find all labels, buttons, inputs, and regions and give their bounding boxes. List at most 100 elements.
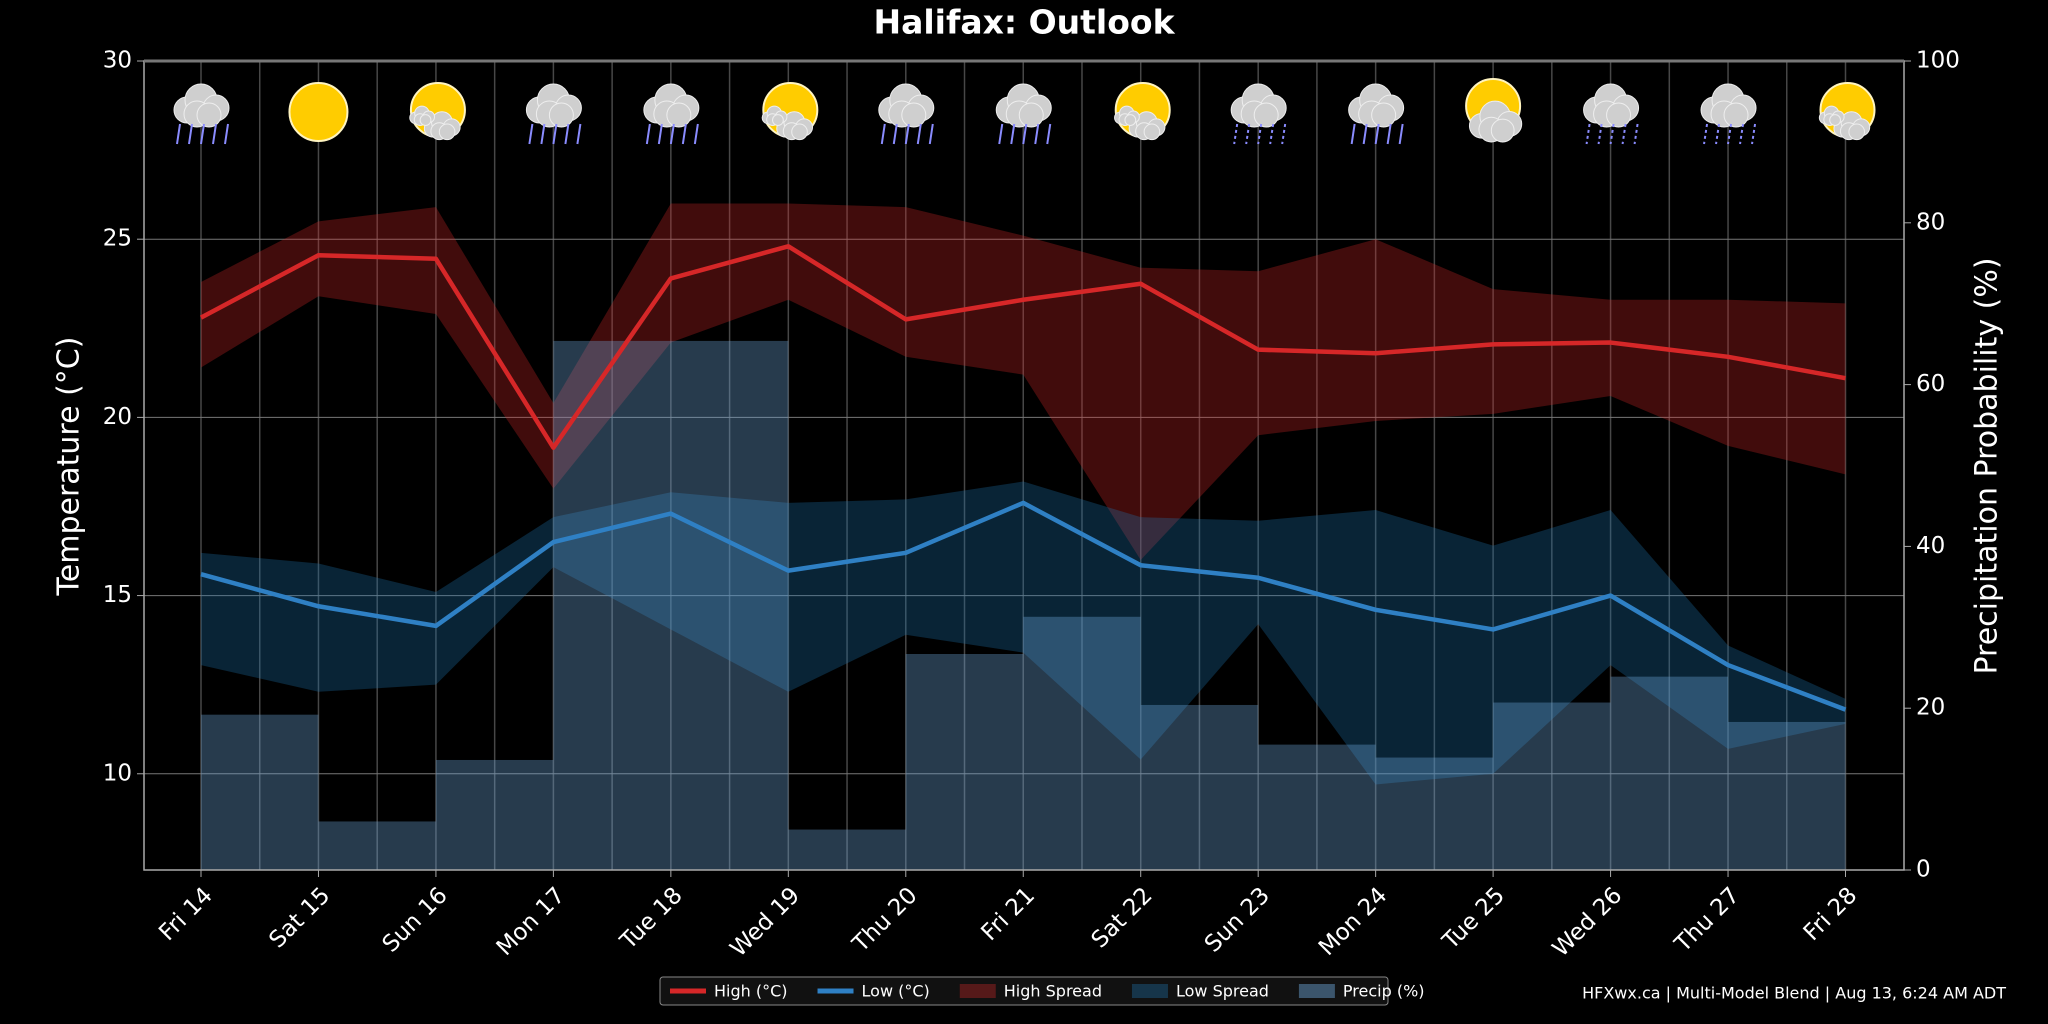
precip-bar [1140, 704, 1259, 870]
weather-icon [1465, 78, 1523, 143]
legend-swatch [1298, 984, 1335, 998]
weather-icon [525, 83, 582, 145]
icon-cloud [1606, 102, 1632, 128]
legend-label: Low Spread [1176, 982, 1269, 1001]
weather-icon [995, 83, 1052, 145]
weather-icon [643, 83, 700, 145]
weather-icon [1818, 82, 1876, 141]
precip-bar [1728, 721, 1846, 870]
legend-label: High (°C) [714, 982, 788, 1001]
weather-icon [288, 82, 349, 142]
weather-icon [1230, 83, 1287, 145]
icon-rain [1386, 123, 1392, 145]
precip-bar [435, 759, 554, 870]
legend-label: Precip (%) [1343, 982, 1425, 1001]
legend-swatch [1131, 984, 1168, 998]
icon-cloud [548, 102, 574, 128]
y-tick-label: 20 [103, 404, 132, 430]
temp-line [200, 500, 1847, 712]
spread-band [201, 481, 1846, 785]
icon-cloud [419, 114, 432, 126]
icon-rain [224, 123, 229, 145]
icon-rain [916, 123, 922, 145]
precip-bar [905, 653, 1024, 870]
icon-cloud [666, 102, 692, 128]
icon-rain [176, 123, 181, 145]
icon-rain [200, 123, 205, 145]
icon-rain [212, 123, 217, 145]
weather-icon [173, 83, 230, 145]
icon-cloud [1848, 123, 1865, 141]
precip-bar [1258, 744, 1376, 870]
y2-axis-title: Precipitation Probability (%) [1970, 257, 2005, 674]
icon-cloud [196, 102, 222, 128]
precip-bar [1610, 676, 1729, 870]
legend-swatch [959, 984, 996, 998]
icon-rain [1398, 123, 1404, 145]
icon-rain [657, 123, 663, 145]
precip-bar [201, 714, 319, 870]
icon-rain [1022, 123, 1028, 145]
icon-rain [904, 123, 910, 145]
weather-icon [409, 82, 466, 141]
legend: High (°C) Low (°C) High Spread Low Spread Pr… [659, 976, 1425, 1006]
temp-line [199, 244, 1846, 450]
icon-rain [564, 123, 570, 145]
icon-rain [681, 123, 687, 145]
y2-tick-label: 80 [1916, 209, 1945, 235]
legend-label: High Spread [1004, 982, 1102, 1001]
icon-rain [540, 123, 546, 145]
y2-tick-label: 60 [1916, 371, 1945, 397]
icon-cloud [438, 123, 456, 141]
y2-tick-label: 100 [1916, 48, 1960, 74]
icon-rain [1350, 123, 1356, 145]
icon-cloud [901, 102, 927, 128]
icon-cloud [1490, 118, 1515, 143]
y-tick-label: 25 [103, 226, 132, 252]
icon-rain [645, 123, 651, 145]
icon-cloud [1723, 102, 1749, 128]
precip-bar [670, 340, 789, 870]
icon-rain [928, 123, 934, 145]
icon-rain [576, 123, 582, 145]
icon-rain [1362, 123, 1368, 145]
legend-box [659, 976, 1389, 1006]
icon-cloud [1371, 102, 1397, 128]
y-axis-title: Temperature (°C) [52, 337, 87, 597]
y2-tick-label: 0 [1916, 857, 1931, 883]
weather-icon [1700, 83, 1757, 145]
y-tick-label: 10 [103, 760, 132, 786]
weather-icon [1114, 82, 1171, 141]
icon-rain [1374, 123, 1380, 145]
icon-rain [880, 123, 886, 145]
icon-rain [693, 123, 699, 145]
weather-icon [1348, 83, 1405, 145]
precip-bar [788, 829, 906, 870]
icon-rain [998, 123, 1004, 145]
precip-bar [318, 821, 436, 870]
y2-tick-label: 40 [1916, 533, 1945, 559]
precip-bar [1493, 702, 1611, 870]
icon-rain [892, 123, 898, 145]
icon-rain [669, 123, 675, 145]
precip-bar [553, 340, 671, 870]
icon-cloud [791, 123, 808, 141]
icon-cloud [1829, 114, 1841, 126]
y-tick-label: 30 [103, 48, 132, 74]
icon-cloud [1253, 102, 1279, 128]
icon-cloud [1124, 114, 1137, 126]
icon-cloud [1018, 102, 1044, 128]
weather-icon [878, 83, 935, 145]
legend-label: Low (°C) [862, 982, 930, 1001]
icon-rain [1046, 123, 1052, 145]
source-note: HFXwx.ca | Multi-Model Blend | Aug 13, 6… [1582, 984, 2006, 1003]
icon-rain [1034, 123, 1040, 145]
icon-cloud [772, 114, 784, 126]
weather-icon [761, 82, 819, 141]
spread-band [201, 203, 1846, 560]
icon-rain [528, 123, 534, 145]
y2-tick-label: 20 [1916, 695, 1945, 721]
icon-sun [288, 82, 349, 142]
icon-rain [188, 123, 193, 145]
